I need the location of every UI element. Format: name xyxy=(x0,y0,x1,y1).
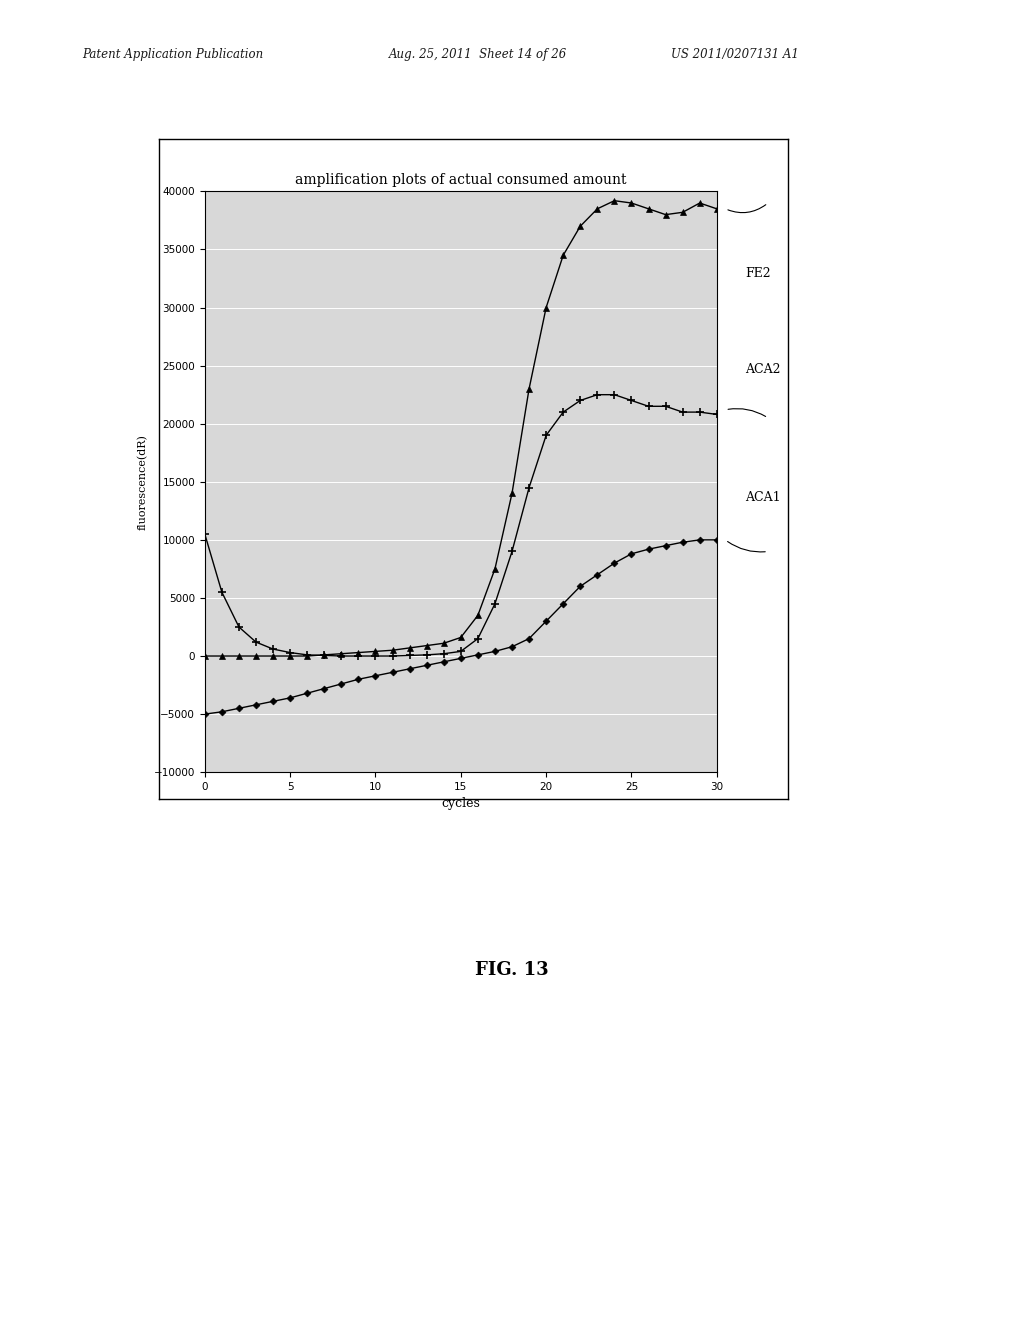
Text: FE2: FE2 xyxy=(745,267,771,280)
Text: ACA2: ACA2 xyxy=(745,363,781,376)
Y-axis label: fluorescence(dR): fluorescence(dR) xyxy=(138,434,148,529)
Text: Aug. 25, 2011  Sheet 14 of 26: Aug. 25, 2011 Sheet 14 of 26 xyxy=(389,48,567,61)
Text: Patent Application Publication: Patent Application Publication xyxy=(82,48,263,61)
Text: ACA1: ACA1 xyxy=(745,491,781,504)
Text: US 2011/0207131 A1: US 2011/0207131 A1 xyxy=(671,48,799,61)
X-axis label: cycles: cycles xyxy=(441,797,480,810)
Title: amplification plots of actual consumed amount: amplification plots of actual consumed a… xyxy=(295,173,627,187)
Text: FIG. 13: FIG. 13 xyxy=(475,961,549,979)
